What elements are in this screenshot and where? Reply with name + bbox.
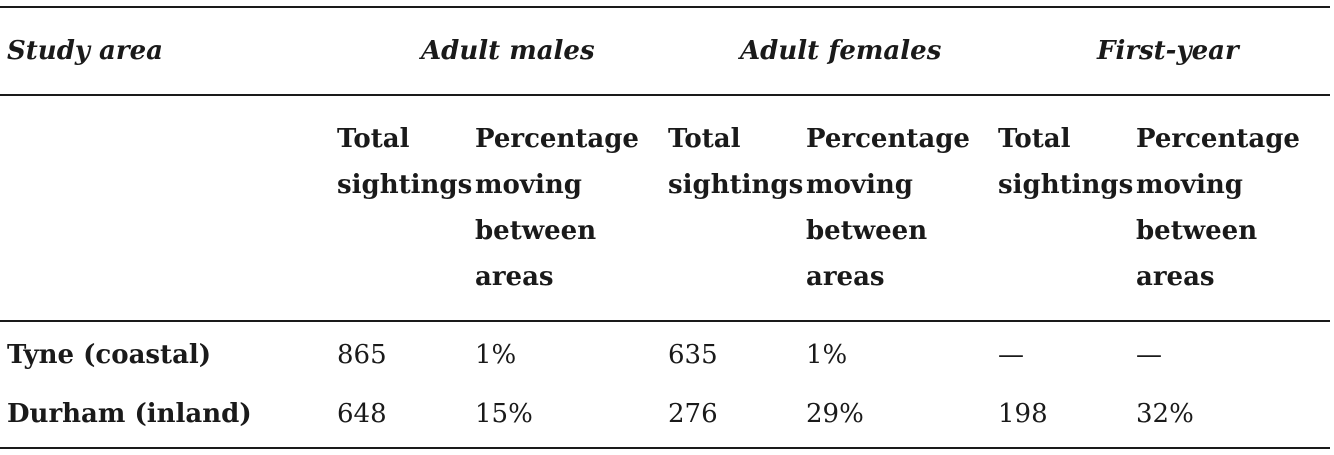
header-adult-females: Adult females — [740, 36, 942, 66]
subheader-percentage-moving: Percentage moving between areas — [1136, 116, 1300, 300]
subheader-line: Percentage — [806, 124, 970, 154]
subheader-rule — [0, 320, 1330, 322]
subheader-line: sightings — [668, 170, 804, 200]
subheader-line: areas — [475, 262, 554, 292]
subheader-line: sightings — [337, 170, 473, 200]
subheader-line: areas — [806, 262, 885, 292]
table-bottom-rule — [0, 447, 1330, 449]
subheader-line: areas — [1136, 262, 1215, 292]
table-cell: 865 — [337, 340, 387, 370]
subheader-line: Percentage — [1136, 124, 1300, 154]
table-cell: 29% — [806, 399, 864, 429]
table-cell: 15% — [475, 399, 533, 429]
table-cell: — — [1136, 340, 1162, 370]
subheader-total-sightings: Total sightings — [668, 116, 803, 208]
table-cell: 1% — [806, 340, 848, 370]
subheader-percentage-moving: Percentage moving between areas — [475, 116, 639, 300]
header-adult-males: Adult males — [421, 36, 595, 66]
table-cell: 648 — [337, 399, 387, 429]
table-cell: 198 — [998, 399, 1048, 429]
subheader-line: moving — [475, 170, 582, 200]
subheader-line: Total — [337, 124, 410, 154]
subheader-total-sightings: Total sightings — [998, 116, 1133, 208]
subheader-line: sightings — [998, 170, 1134, 200]
subheader-line: between — [475, 216, 597, 246]
header-rule — [0, 94, 1330, 96]
subheader-line: moving — [1136, 170, 1243, 200]
subheader-line: Total — [668, 124, 741, 154]
table-cell: — — [998, 340, 1024, 370]
table-cell: 32% — [1136, 399, 1194, 429]
subheader-line: Total — [998, 124, 1071, 154]
row-label-tyne: Tyne (coastal) — [7, 340, 212, 370]
table-cell: 276 — [668, 399, 718, 429]
table-cell: 635 — [668, 340, 718, 370]
subheader-line: between — [806, 216, 928, 246]
header-first-year: First-year — [1097, 36, 1239, 66]
subheader-line: Percentage — [475, 124, 639, 154]
header-study-area: Study area — [7, 36, 163, 66]
table-top-rule — [0, 6, 1330, 8]
subheader-percentage-moving: Percentage moving between areas — [806, 116, 970, 300]
subheader-total-sightings: Total sightings — [337, 116, 472, 208]
subheader-line: between — [1136, 216, 1258, 246]
table-cell: 1% — [475, 340, 517, 370]
subheader-line: moving — [806, 170, 913, 200]
row-label-durham: Durham (inland) — [7, 399, 252, 429]
